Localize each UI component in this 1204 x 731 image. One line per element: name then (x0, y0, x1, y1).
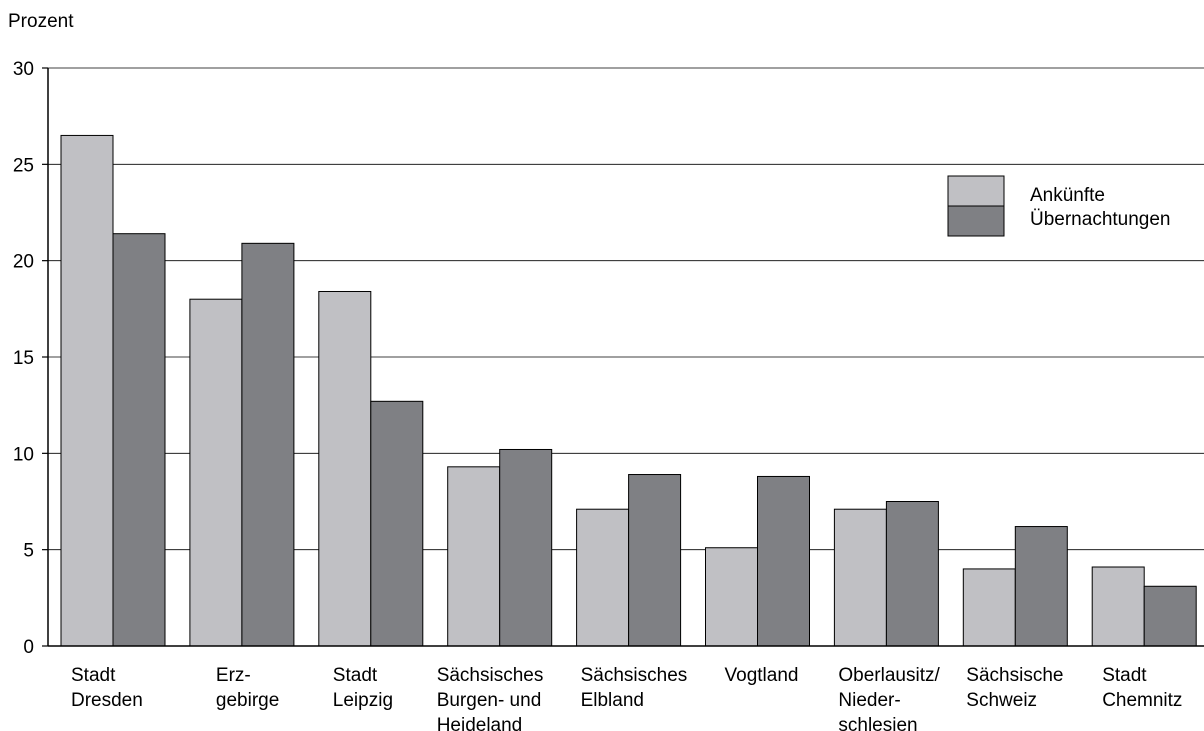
category-label: Dresden (71, 690, 143, 711)
bar-ubernachtungen (112, 233, 166, 647)
bar-ubernachtungen (370, 400, 424, 647)
category-label: Heideland (437, 715, 523, 731)
category-label: Chemnitz (1102, 690, 1182, 711)
bars (60, 134, 1197, 647)
bar-ankunfte (576, 508, 630, 647)
legend: Ankünfte Übernachtungen (947, 175, 1171, 237)
legend-label-ankunfte: Ankünfte (1030, 185, 1105, 206)
y-tick-label: 10 (13, 444, 34, 465)
category-label: Sächsisches (437, 665, 544, 686)
category-label: schlesien (838, 715, 917, 731)
bar-ubernachtungen (499, 448, 553, 647)
category-label: Stadt (1102, 665, 1147, 686)
bar-ankunfte (705, 547, 758, 647)
bar-ankunfte (962, 568, 1016, 647)
bar-ubernachtungen (628, 474, 682, 647)
category-labels: Stadt Dresden Erz-gebirge Stadt Leipzig Sächs… (71, 665, 1182, 731)
bar-ankunfte (189, 298, 243, 647)
bar-ankunfte (318, 290, 372, 647)
category-label: Oberlausitz/ (838, 665, 940, 686)
category-label: Schweiz (966, 690, 1037, 711)
y-tick-label: 30 (13, 59, 34, 80)
y-tick-labels: 0 5 10 15 20 25 30 (13, 59, 34, 658)
y-tick-label: 0 (23, 637, 34, 658)
y-tick-label: 25 (13, 155, 34, 176)
category-label: Stadt (71, 665, 116, 686)
y-tick-label: 20 (13, 252, 34, 273)
bar-ubernachtungen (1014, 526, 1068, 647)
category-label: Sächsische (966, 665, 1063, 686)
bar-ankunfte (60, 134, 114, 647)
y-axis-label: Prozent (8, 11, 74, 32)
category-label: Elbland (581, 690, 644, 711)
category-label: Burgen- und (437, 690, 542, 711)
y-tick-label: 5 (23, 541, 34, 562)
legend-swatch-ubernachtungen (947, 205, 1005, 237)
category-label: Stadt (333, 665, 378, 686)
category-label: Leipzig (333, 690, 393, 711)
category-label: gebirge (216, 690, 279, 711)
bar-ankunfte (447, 466, 501, 647)
y-tick-label: 15 (13, 348, 34, 369)
bar-ankunfte (1091, 566, 1145, 647)
legend-swatch-ankunfte (947, 175, 1005, 207)
bar-ubernachtungen (241, 242, 295, 647)
legend-label-ubernachtungen: Übernachtungen (1030, 209, 1171, 230)
bar-ankunfte (833, 508, 887, 647)
category-label: Nieder- (838, 690, 900, 711)
category-label: Vogtland (725, 665, 799, 686)
bar-ubernachtungen (757, 475, 810, 647)
category-label: Sächsisches (581, 665, 688, 686)
bar-ubernachtungen (1143, 585, 1197, 647)
category-label: Erz- (216, 665, 251, 686)
bar-ubernachtungen (885, 501, 939, 647)
